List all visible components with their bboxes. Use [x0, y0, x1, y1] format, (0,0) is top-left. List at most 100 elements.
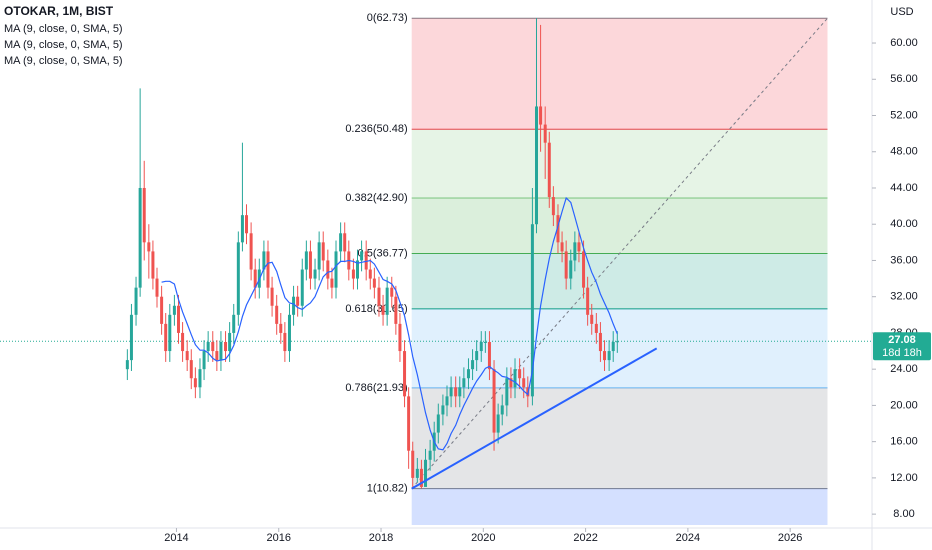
y-tick-label: 8.00: [893, 508, 914, 520]
candle-body: [534, 106, 538, 225]
candle-body: [211, 341, 215, 352]
y-tick-label: 60.00: [890, 37, 918, 49]
candle-body: [403, 351, 407, 397]
candle-body: [321, 242, 325, 261]
candle-body: [313, 269, 317, 279]
fib-band: [411, 308, 828, 388]
candle-body: [245, 215, 249, 234]
candle-body: [317, 242, 321, 270]
candle-body: [232, 314, 236, 333]
candle-body: [249, 233, 253, 270]
candle-body: [151, 251, 155, 279]
candle-body: [266, 251, 270, 288]
fib-band: [411, 129, 828, 198]
x-tick-label: 2018: [369, 532, 393, 544]
candle-body: [390, 287, 394, 297]
candle-body: [339, 233, 343, 252]
candle-body: [368, 269, 372, 279]
candle-body: [445, 396, 449, 406]
x-tick-label: 2022: [573, 532, 597, 544]
candle-body: [471, 360, 475, 370]
moving-average-line: [161, 196, 618, 451]
trend-line: [411, 347, 658, 490]
currency-label: USD: [890, 6, 913, 18]
y-tick-label: 40.00: [890, 218, 918, 230]
candle-body: [496, 414, 500, 433]
candle-body: [509, 378, 513, 388]
candle-body: [500, 405, 504, 415]
last-price-badge: [873, 332, 931, 361]
candle-body: [611, 341, 615, 352]
candle-body: [398, 323, 402, 352]
candle-body: [172, 305, 176, 315]
candle-body: [279, 323, 283, 333]
fib-label: 0(62.73): [367, 12, 408, 24]
candle-body: [364, 251, 368, 270]
candle-body: [381, 305, 385, 315]
candle-body: [377, 287, 381, 306]
candle-body: [594, 323, 598, 333]
y-tick-label: 52.00: [890, 109, 918, 121]
candle-body: [300, 269, 304, 306]
candle-body: [334, 251, 338, 288]
fib-band: [411, 18, 828, 130]
x-tick-label: 2024: [676, 532, 700, 544]
candle-body: [556, 215, 560, 243]
candle-body: [155, 278, 159, 297]
x-tick-label: 2026: [778, 532, 802, 544]
candle-body: [283, 332, 287, 352]
candle-body: [308, 251, 312, 279]
plot-area: 0(62.73) 0.236(50.48) 0.382(42.90) 0.5(36.7…: [0, 12, 872, 525]
last-price-label: 27.08: [888, 334, 916, 346]
candle-body: [355, 260, 359, 279]
fib-label: 0.382(42.90): [345, 192, 407, 204]
countdown-label: 18d 18h: [882, 347, 922, 359]
candle-body: [206, 341, 210, 352]
candle-body: [292, 296, 296, 315]
candle-body: [551, 197, 555, 216]
x-tick-label: 2020: [471, 532, 495, 544]
y-tick-label: 56.00: [890, 73, 918, 85]
x-tick-label: 2014: [164, 532, 188, 544]
candle-body: [428, 450, 432, 460]
candle-body: [287, 314, 291, 352]
candle-body: [454, 387, 458, 397]
candle-body: [129, 314, 133, 361]
fib-label: 0.618(30.65): [345, 303, 407, 315]
candle-body: [326, 260, 330, 279]
candle-body: [577, 242, 581, 252]
candle-body: [202, 351, 206, 370]
fib-label: 0.786(21.93): [345, 382, 407, 394]
fib-label: 0.236(50.48): [345, 123, 407, 135]
y-tick-label: 36.00: [890, 254, 918, 266]
candle-body: [560, 242, 564, 252]
candle-body: [573, 242, 577, 261]
indicator-legend[interactable]: MA (9, close, 0, SMA, 5): [4, 23, 123, 35]
candle-body: [458, 387, 462, 397]
candle-body: [236, 242, 240, 315]
fib-label: 0.5(36.77): [358, 247, 408, 259]
candle-body: [564, 251, 568, 279]
candle-body: [407, 396, 411, 451]
candle-body: [590, 314, 594, 324]
candle-body: [479, 341, 483, 352]
candle-body: [142, 187, 146, 243]
candle-body: [181, 332, 185, 352]
candle-body: [125, 360, 129, 370]
indicator-legend[interactable]: MA (9, close, 0, SMA, 5): [4, 55, 123, 67]
indicator-legend[interactable]: MA (9, close, 0, SMA, 5): [4, 39, 123, 51]
candle-body: [513, 369, 517, 388]
y-tick-label: 12.00: [890, 472, 918, 484]
fib-label: 1(10.82): [367, 482, 408, 494]
candle-body: [449, 387, 453, 397]
candle-body: [275, 305, 279, 324]
candle-body: [415, 468, 419, 478]
chart-title: OTOKAR, 1M, BIST: [4, 4, 114, 18]
candle-body: [492, 369, 496, 433]
candle-body: [219, 341, 223, 361]
candle-body: [607, 351, 611, 361]
candle-body: [385, 287, 389, 315]
candle-body: [240, 215, 244, 243]
candle-body: [424, 459, 428, 487]
